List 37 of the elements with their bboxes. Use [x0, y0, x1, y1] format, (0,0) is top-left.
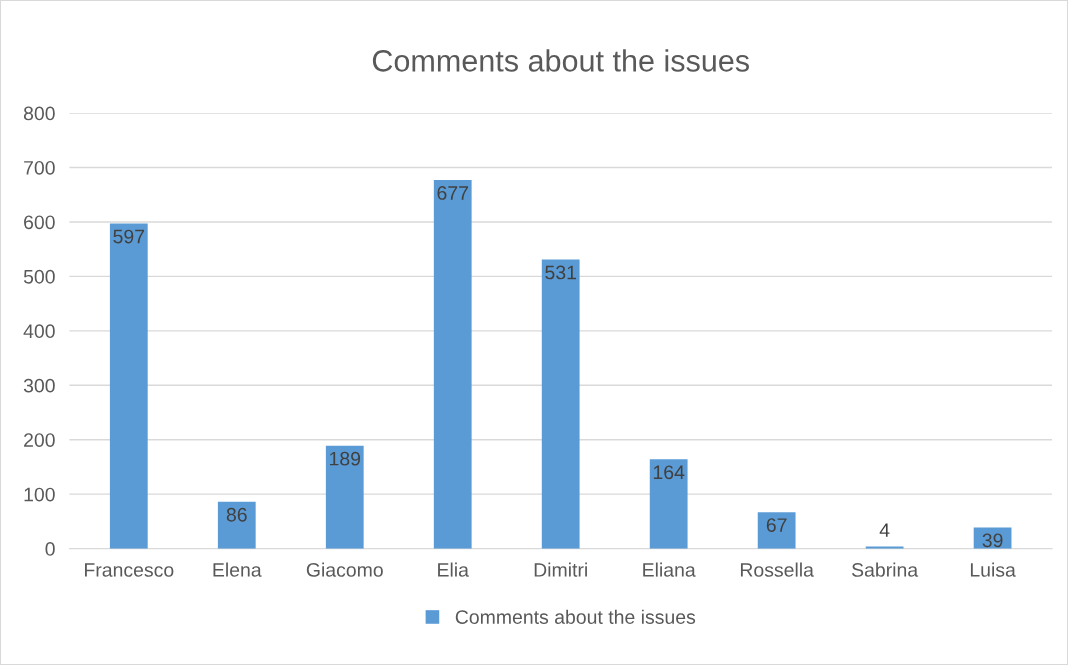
- x-tick-label: Rossella: [740, 562, 814, 577]
- data-label: 86: [226, 507, 247, 522]
- data-label: 597: [113, 229, 145, 244]
- data-label: 4: [879, 523, 890, 537]
- data-label: 39: [982, 533, 1003, 548]
- x-tick-label: Francesco: [85, 563, 174, 577]
- y-tick-label: 400: [23, 324, 55, 339]
- bar: [865, 546, 904, 549]
- bar: [109, 223, 148, 549]
- bar: [325, 445, 364, 549]
- x-tick-label: Luisa: [970, 562, 1016, 577]
- chart-title: Comments about the issues: [372, 49, 749, 72]
- y-tick-label: 500: [23, 269, 55, 284]
- bar: [757, 512, 796, 549]
- x-tick-label: Eliana: [643, 562, 696, 577]
- y-tick-label: 300: [23, 378, 55, 393]
- legend-label: Comments about the issues: [455, 609, 696, 624]
- data-label: 531: [545, 265, 576, 280]
- data-label: 189: [330, 451, 361, 466]
- data-label: 677: [437, 186, 468, 200]
- y-tick-label: 200: [24, 433, 55, 447]
- bar: [649, 459, 688, 549]
- x-tick-label: Giacomo: [306, 562, 383, 577]
- x-tick-label: Dimitri: [534, 562, 587, 577]
- y-tick-label: 0: [45, 542, 55, 556]
- data-label: 164: [653, 465, 685, 480]
- y-tick-label: 700: [24, 160, 55, 175]
- y-tick-label: 800: [23, 106, 55, 121]
- bar: [541, 259, 580, 549]
- bar: [433, 180, 472, 549]
- y-tick-label: 600: [24, 215, 55, 230]
- data-label: 67: [766, 518, 787, 532]
- bar: [217, 501, 256, 549]
- x-tick-label: Elia: [438, 562, 469, 577]
- y-tick-label: 100: [24, 487, 55, 502]
- x-tick-label: Elena: [213, 562, 262, 577]
- x-tick-label: Sabrina: [852, 562, 919, 577]
